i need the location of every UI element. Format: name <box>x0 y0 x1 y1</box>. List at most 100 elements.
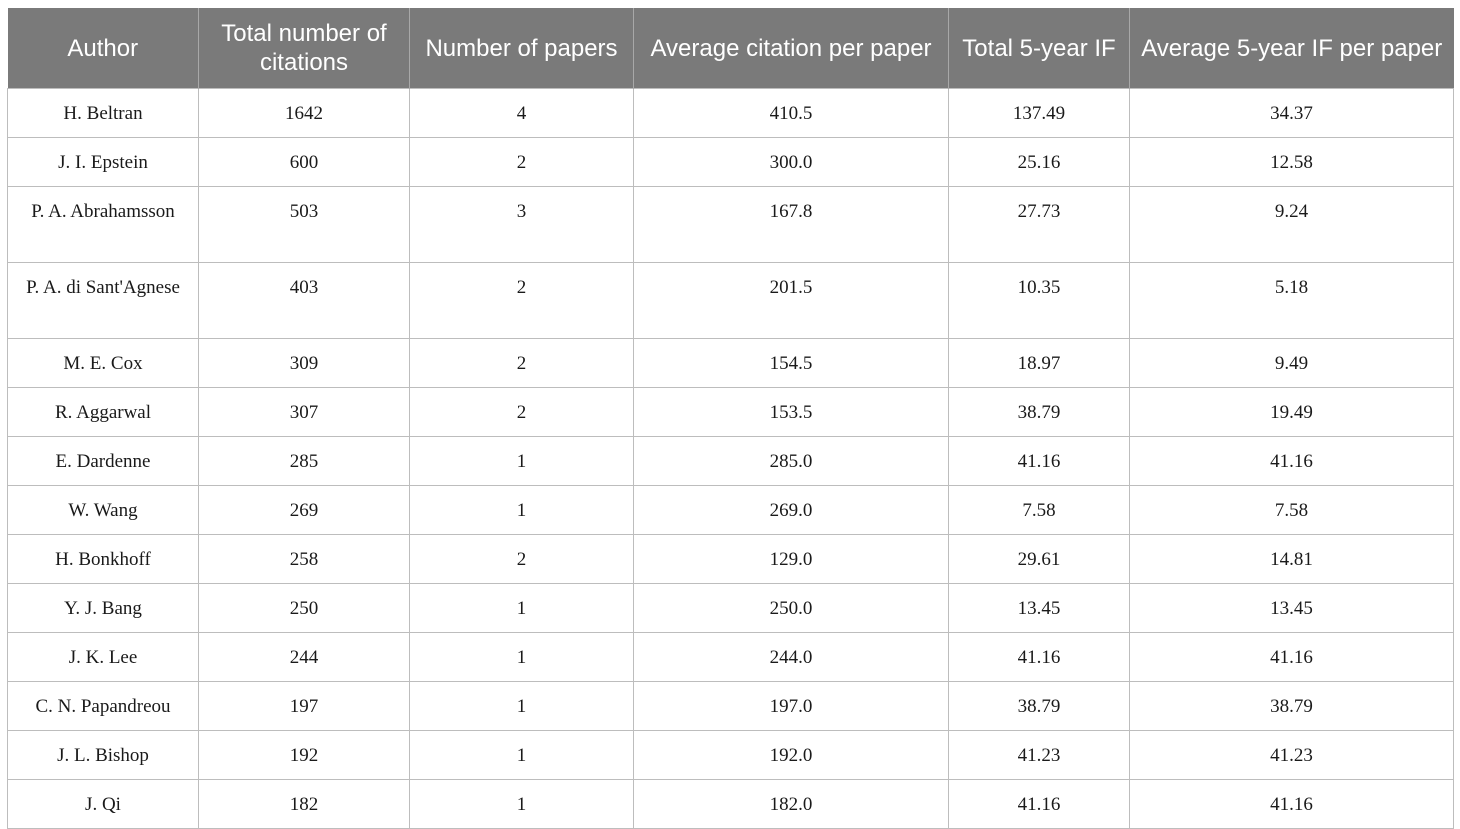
cell-number-of-papers: 1 <box>409 436 634 486</box>
cell-total-5-year-if: 41.16 <box>948 436 1130 486</box>
cell-total-citations: 258 <box>198 534 410 584</box>
author-citation-table: Author Total number of citations Number … <box>7 8 1454 829</box>
cell-total-5-year-if: 25.16 <box>948 137 1130 187</box>
table-row: C. N. Papandreou 197 1 197.0 38.79 38.79 <box>7 681 1454 731</box>
cell-total-citations: 503 <box>198 186 410 263</box>
table-row: W. Wang 269 1 269.0 7.58 7.58 <box>7 485 1454 535</box>
cell-number-of-papers: 1 <box>409 583 634 633</box>
table-row: J. Qi 182 1 182.0 41.16 41.16 <box>7 779 1454 829</box>
cell-average-citation: 410.5 <box>633 88 949 138</box>
cell-total-5-year-if: 41.16 <box>948 632 1130 682</box>
cell-total-citations: 197 <box>198 681 410 731</box>
cell-average-5-year-if: 7.58 <box>1129 485 1454 535</box>
cell-author: M. E. Cox <box>7 338 199 388</box>
cell-average-5-year-if: 34.37 <box>1129 88 1454 138</box>
cell-total-5-year-if: 7.58 <box>948 485 1130 535</box>
header-average-5-year-if: Average 5-year IF per paper <box>1129 8 1454 89</box>
header-total-5-year-if: Total 5-year IF <box>948 8 1130 89</box>
cell-number-of-papers: 2 <box>409 262 634 339</box>
cell-total-5-year-if: 41.16 <box>948 779 1130 829</box>
cell-total-5-year-if: 29.61 <box>948 534 1130 584</box>
header-author: Author <box>7 8 199 89</box>
cell-number-of-papers: 1 <box>409 632 634 682</box>
cell-average-5-year-if: 9.24 <box>1129 186 1454 263</box>
cell-author: E. Dardenne <box>7 436 199 486</box>
cell-average-5-year-if: 38.79 <box>1129 681 1454 731</box>
table-header: Author Total number of citations Number … <box>7 8 1454 89</box>
cell-number-of-papers: 1 <box>409 779 634 829</box>
cell-total-citations: 192 <box>198 730 410 780</box>
cell-author: J. Qi <box>7 779 199 829</box>
cell-total-citations: 182 <box>198 779 410 829</box>
cell-average-5-year-if: 12.58 <box>1129 137 1454 187</box>
cell-average-citation: 201.5 <box>633 262 949 339</box>
cell-average-citation: 285.0 <box>633 436 949 486</box>
cell-average-5-year-if: 19.49 <box>1129 387 1454 437</box>
cell-total-citations: 285 <box>198 436 410 486</box>
cell-average-5-year-if: 13.45 <box>1129 583 1454 633</box>
cell-total-5-year-if: 18.97 <box>948 338 1130 388</box>
cell-average-5-year-if: 41.23 <box>1129 730 1454 780</box>
cell-author: J. K. Lee <box>7 632 199 682</box>
cell-average-citation: 244.0 <box>633 632 949 682</box>
cell-author: Y. J. Bang <box>7 583 199 633</box>
cell-average-5-year-if: 41.16 <box>1129 632 1454 682</box>
cell-total-citations: 600 <box>198 137 410 187</box>
cell-number-of-papers: 1 <box>409 485 634 535</box>
cell-total-citations: 244 <box>198 632 410 682</box>
cell-average-citation: 192.0 <box>633 730 949 780</box>
cell-average-5-year-if: 14.81 <box>1129 534 1454 584</box>
cell-average-5-year-if: 9.49 <box>1129 338 1454 388</box>
cell-average-5-year-if: 5.18 <box>1129 262 1454 339</box>
cell-average-citation: 197.0 <box>633 681 949 731</box>
cell-number-of-papers: 2 <box>409 137 634 187</box>
header-total-citations: Total number of citations <box>198 8 410 89</box>
cell-total-5-year-if: 38.79 <box>948 681 1130 731</box>
table-row: J. L. Bishop 192 1 192.0 41.23 41.23 <box>7 730 1454 780</box>
cell-author: W. Wang <box>7 485 199 535</box>
cell-number-of-papers: 1 <box>409 730 634 780</box>
table-row: R. Aggarwal 307 2 153.5 38.79 19.49 <box>7 387 1454 437</box>
cell-average-citation: 182.0 <box>633 779 949 829</box>
cell-average-5-year-if: 41.16 <box>1129 779 1454 829</box>
header-row: Author Total number of citations Number … <box>7 8 1454 89</box>
table-row: E. Dardenne 285 1 285.0 41.16 41.16 <box>7 436 1454 486</box>
cell-average-citation: 300.0 <box>633 137 949 187</box>
cell-average-citation: 129.0 <box>633 534 949 584</box>
table-row: M. E. Cox 309 2 154.5 18.97 9.49 <box>7 338 1454 388</box>
cell-author: H. Bonkhoff <box>7 534 199 584</box>
cell-average-citation: 269.0 <box>633 485 949 535</box>
cell-number-of-papers: 1 <box>409 681 634 731</box>
cell-total-5-year-if: 41.23 <box>948 730 1130 780</box>
cell-total-citations: 269 <box>198 485 410 535</box>
cell-number-of-papers: 2 <box>409 338 634 388</box>
cell-average-citation: 167.8 <box>633 186 949 263</box>
cell-total-citations: 403 <box>198 262 410 339</box>
cell-average-citation: 250.0 <box>633 583 949 633</box>
table-row: P. A. di Sant'Agnese 403 2 201.5 10.35 5… <box>7 262 1454 339</box>
cell-total-5-year-if: 13.45 <box>948 583 1130 633</box>
cell-number-of-papers: 3 <box>409 186 634 263</box>
cell-number-of-papers: 4 <box>409 88 634 138</box>
citation-table-container: Author Total number of citations Number … <box>7 8 1454 829</box>
cell-total-5-year-if: 137.49 <box>948 88 1130 138</box>
cell-total-citations: 250 <box>198 583 410 633</box>
header-average-citation: Average citation per paper <box>633 8 949 89</box>
cell-author: J. L. Bishop <box>7 730 199 780</box>
cell-author: P. A. di Sant'Agnese <box>7 262 199 339</box>
cell-total-5-year-if: 10.35 <box>948 262 1130 339</box>
header-number-of-papers: Number of papers <box>409 8 634 89</box>
cell-average-5-year-if: 41.16 <box>1129 436 1454 486</box>
cell-author: H. Beltran <box>7 88 199 138</box>
cell-total-citations: 307 <box>198 387 410 437</box>
cell-author: J. I. Epstein <box>7 137 199 187</box>
cell-total-5-year-if: 27.73 <box>948 186 1130 263</box>
table-body: H. Beltran 1642 4 410.5 137.49 34.37 J. … <box>7 88 1454 829</box>
cell-total-citations: 309 <box>198 338 410 388</box>
cell-number-of-papers: 2 <box>409 534 634 584</box>
table-row: Y. J. Bang 250 1 250.0 13.45 13.45 <box>7 583 1454 633</box>
cell-average-citation: 154.5 <box>633 338 949 388</box>
cell-author: P. A. Abrahamsson <box>7 186 199 263</box>
cell-average-citation: 153.5 <box>633 387 949 437</box>
cell-author: R. Aggarwal <box>7 387 199 437</box>
